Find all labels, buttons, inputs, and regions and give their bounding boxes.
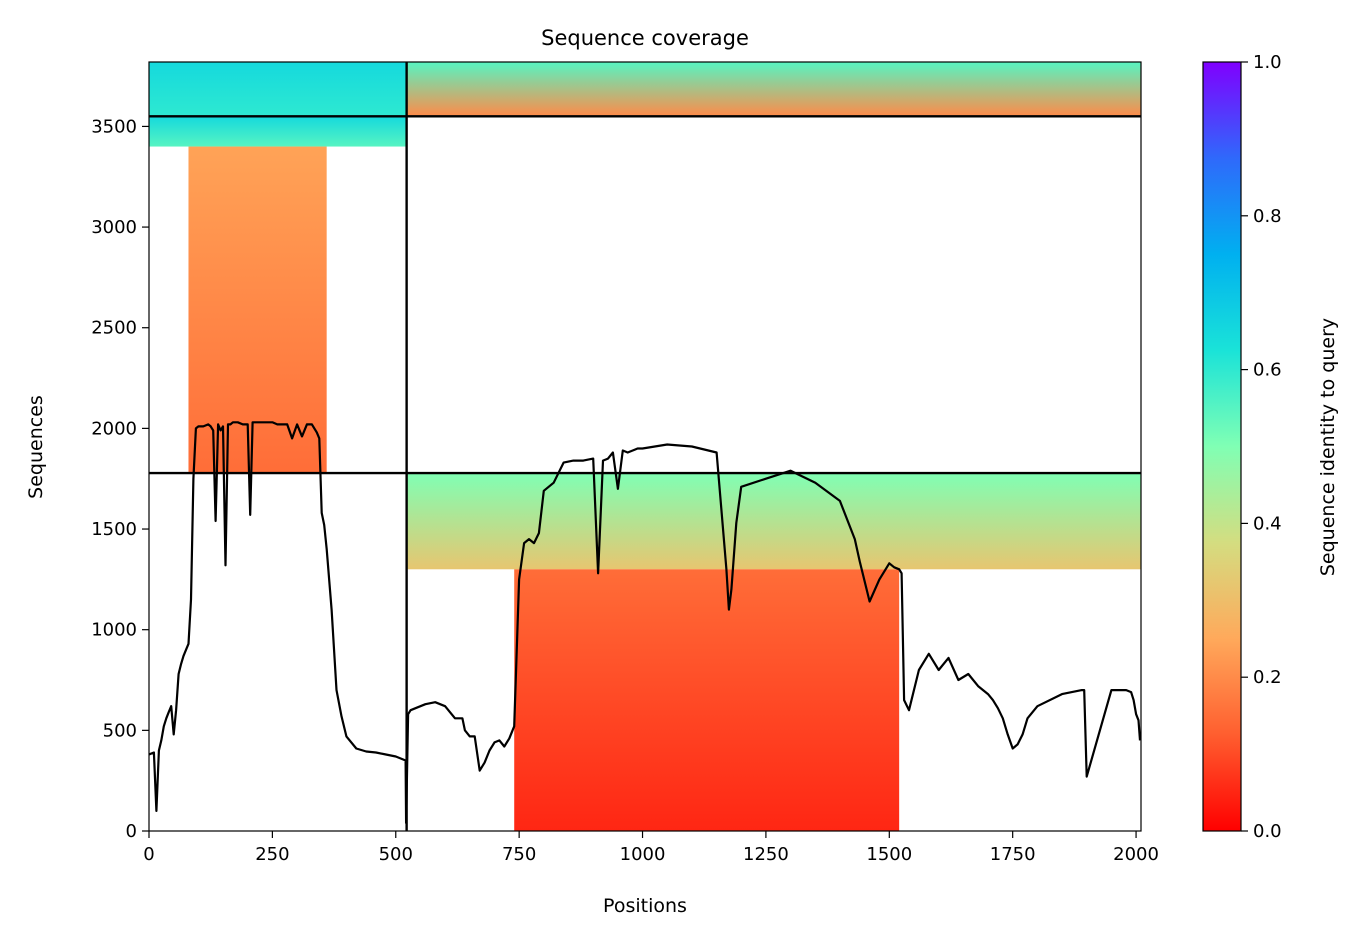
colorbar-tick-label: 0.6: [1253, 360, 1282, 381]
plot-frame: [148, 61, 1142, 832]
y-tick-label: 500: [103, 720, 137, 741]
x-tick-label: 500: [379, 844, 413, 865]
y-tick-label: 3000: [91, 217, 137, 238]
x-tick-label: 1750: [990, 844, 1036, 865]
coverage-block: [514, 569, 900, 831]
plot-area: [149, 62, 1141, 831]
colorbar-label: Sequence identity to query: [1317, 318, 1339, 576]
colorbar-tick-label: 0.4: [1253, 513, 1282, 534]
x-tick-label: 0: [143, 844, 154, 865]
x-tick-label: 1000: [620, 844, 666, 865]
y-tick-label: 2500: [91, 318, 137, 339]
colorbar-tick-label: 0.0: [1253, 821, 1282, 842]
chart-title: Sequence coverage: [541, 26, 749, 50]
y-tick-label: 1000: [91, 620, 137, 641]
coverage-block: [406, 62, 1141, 117]
y-tick-label: 0: [126, 821, 137, 842]
colorbar: [1202, 61, 1242, 832]
colorbar-tick-label: 0.2: [1253, 667, 1282, 688]
y-axis: 0 500 1000 1500 2000 2500 3000 3500: [91, 116, 149, 842]
coverage-block: [188, 146, 327, 474]
colorbar-axis: 0.0 0.2 0.4 0.6 0.8 1.0: [1241, 52, 1282, 842]
y-tick-label: 3500: [91, 116, 137, 137]
x-tick-label: 2000: [1113, 844, 1159, 865]
coverage-line: [149, 421, 1141, 825]
x-tick-label: 1250: [743, 844, 789, 865]
coverage-block: [149, 116, 407, 147]
colorbar-tick-label: 0.8: [1253, 206, 1282, 227]
y-tick-label: 1500: [91, 519, 137, 540]
coverage-block: [149, 62, 407, 117]
x-tick-label: 250: [255, 844, 289, 865]
x-axis-label: Positions: [603, 895, 687, 917]
x-tick-label: 750: [502, 844, 536, 865]
colorbar-tick-label: 1.0: [1253, 52, 1282, 73]
coverage-block: [406, 473, 1141, 570]
x-axis: 0 250 500 750 1000 1250 1500 1750 2000: [143, 831, 1159, 865]
y-tick-label: 2000: [91, 418, 137, 439]
x-tick-label: 1500: [866, 844, 912, 865]
y-axis-label: Sequences: [25, 395, 47, 499]
